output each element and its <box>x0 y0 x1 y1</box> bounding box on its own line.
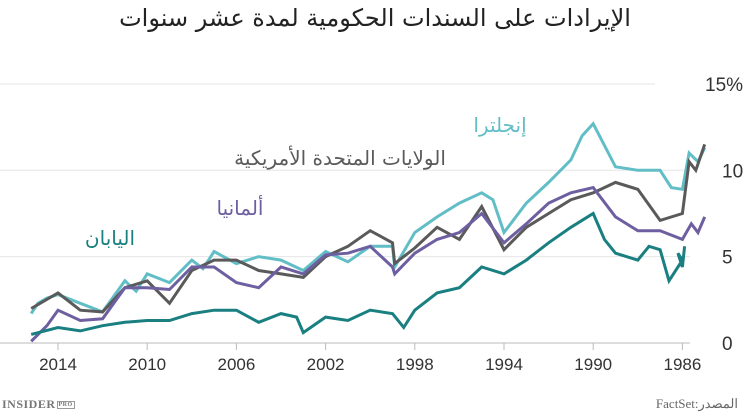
x-tick-label: 1986 <box>663 355 701 374</box>
series-line-1 <box>30 143 707 314</box>
insider-pro-logo: INSIDER PRO <box>2 397 75 412</box>
logo-badge: PRO <box>56 401 75 410</box>
source-note: المصدر:FactSet <box>655 396 738 411</box>
series-line-2 <box>30 185 707 343</box>
series-label: ألمانيا <box>216 195 263 220</box>
chart-title: الإيرادات على السندات الحكومية لمدة عشر … <box>119 4 631 32</box>
y-tick-label: 15% <box>705 75 743 96</box>
y-tick-label: 5 <box>722 248 733 269</box>
series-line-3 <box>30 211 687 336</box>
series-label: الولايات المتحدة الأمريكية <box>234 146 446 170</box>
x-tick-label: 1998 <box>396 355 434 374</box>
series-label: إنجلترا <box>473 113 526 138</box>
x-tick-label: 1990 <box>574 355 612 374</box>
x-tick-label: 2010 <box>128 355 166 374</box>
y-tick-label: 10 <box>722 161 743 182</box>
x-tick-label: 2006 <box>217 355 255 374</box>
logo-text: INSIDER <box>2 397 56 411</box>
x-tick-label: 2014 <box>39 355 77 374</box>
y-tick-label: 0 <box>722 334 733 355</box>
x-tick-label: 2002 <box>307 355 345 374</box>
series-label: اليابان <box>85 226 135 250</box>
x-tick-label: 1994 <box>485 355 523 374</box>
